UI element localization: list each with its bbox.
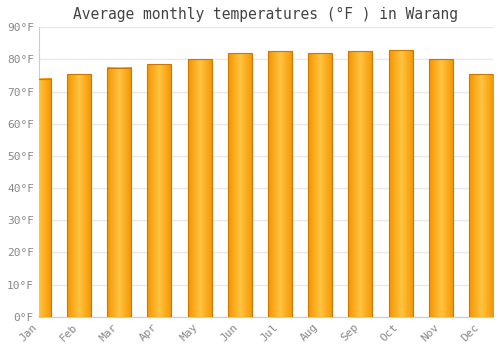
Bar (188, 60, 212, 317)
Bar (26, 79, 51, 317)
Bar (228, 53, 252, 317)
Title: Average monthly temperatures (°F ) in Warang: Average monthly temperatures (°F ) in Wa… (74, 7, 458, 22)
Bar (388, 50, 412, 317)
Bar (148, 64, 172, 317)
Bar (428, 60, 453, 317)
Bar (107, 68, 132, 317)
Bar (67, 74, 91, 317)
Bar (469, 74, 493, 317)
Bar (348, 51, 372, 317)
Bar (268, 51, 292, 317)
Bar (308, 53, 332, 317)
